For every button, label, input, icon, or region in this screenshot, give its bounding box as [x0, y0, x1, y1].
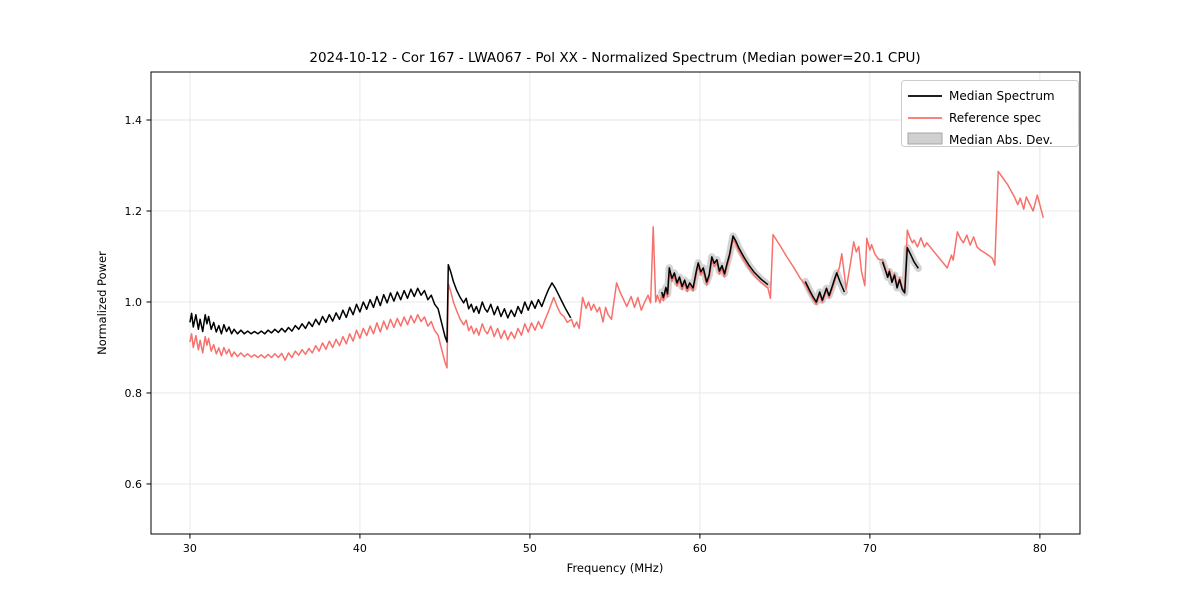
x-tick-label: 30: [183, 542, 197, 555]
x-tick-label: 50: [523, 542, 537, 555]
reference-spec-line: [189, 170, 1045, 369]
legend-label-reference-spec: Reference spec: [949, 111, 1041, 125]
y-tick-label: 0.6: [125, 478, 143, 491]
y-tick-label: 1.0: [125, 296, 143, 309]
legend-box: [901, 80, 1079, 147]
chart-title: 2024-10-12 - Cor 167 - LWA067 - Pol XX -…: [309, 50, 920, 66]
x-axis-label: Frequency (MHz): [567, 561, 664, 575]
plot-area: 30 40 50 60 70 80 0.6 0.8 1.0 1.2 1.4: [125, 71, 1081, 555]
x-tick-label: 70: [863, 542, 877, 555]
legend: Median Spectrum Reference spec Median Ab…: [901, 80, 1079, 147]
axes-spines: [150, 71, 1081, 535]
y-tick-label: 1.4: [125, 114, 143, 127]
median-abs-dev-band: [878, 244, 922, 297]
median-spectrum-line: [881, 247, 919, 294]
y-axis-label: Normalized Power: [95, 251, 109, 355]
median-spectrum-line: [189, 263, 572, 343]
median-spectrum-line: [804, 272, 846, 303]
legend-label-median-abs-dev: Median Abs. Dev.: [949, 133, 1053, 147]
median-spectrum-line: [660, 235, 769, 299]
legend-label-median-spectrum: Median Spectrum: [949, 89, 1055, 103]
x-tick-label: 40: [353, 542, 367, 555]
y-tick-label: 1.2: [125, 205, 143, 218]
legend-patch-median-abs-dev: [907, 132, 943, 145]
x-tick-label: 80: [1033, 542, 1047, 555]
y-tick-label: 0.8: [125, 387, 143, 400]
x-tick-label: 60: [693, 542, 707, 555]
